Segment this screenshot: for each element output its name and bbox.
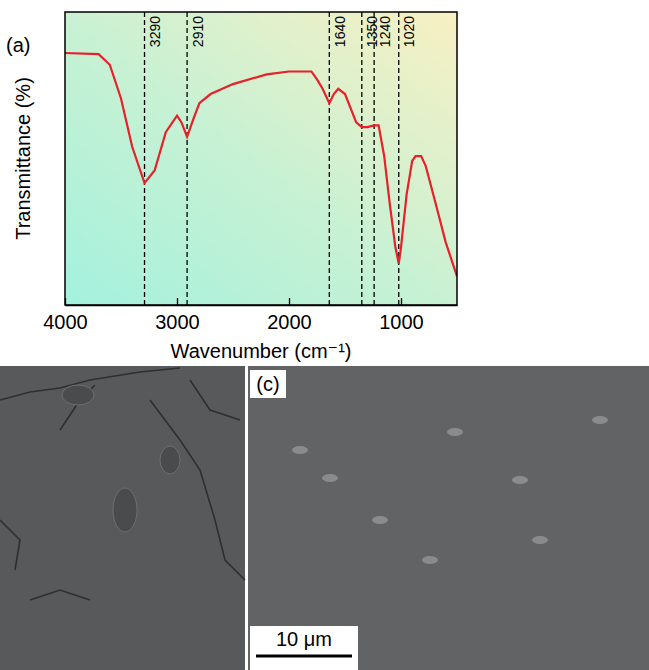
peak-label: 2910 [190,16,206,47]
sem-image [0,366,245,670]
x-tick-label: 4000 [43,311,88,333]
x-tick-label: 2000 [267,311,312,333]
sem-texture [190,380,240,420]
panel-label: (c) [256,373,279,395]
x-tick-label: 1000 [379,311,424,333]
peak-label: 1640 [332,16,348,47]
peak-label: 3290 [147,16,163,47]
reference-line [186,12,187,305]
reference-line [329,12,330,305]
sem-texture [62,385,94,405]
sem-texture [372,516,388,524]
x-tick: 1000 [379,298,424,333]
sem-texture [422,556,438,564]
x-axis-line [66,305,458,307]
sem-texture [322,474,338,482]
sem-texture [160,446,180,474]
sem-texture [113,488,137,532]
scale-bar-box [250,626,358,670]
plot-background [65,12,457,305]
x-tick-mark [401,298,402,305]
x-tick: 2000 [267,298,312,333]
scale-bar [256,655,352,658]
peak-labels: 329029101640135012401020 [147,16,417,47]
spectrum-line [65,53,457,276]
sem-texture [60,385,95,430]
sem-texture [150,400,245,580]
sem-texture [592,416,608,424]
y-axis-title: Transmittance (%) [12,77,34,240]
scale-bar-label: 10 μm [276,628,332,650]
sem-image [248,366,649,670]
sem-texture [532,536,548,544]
reference-line [373,12,374,305]
plot-marks [65,12,457,305]
reference-line [361,12,362,305]
x-tick: 3000 [155,298,200,333]
sem-texture [512,476,528,484]
sem-texture [447,428,463,436]
peak-label: 1020 [401,16,417,47]
panel-label: (a) [6,34,30,56]
x-tick-mark [177,298,178,305]
label-box [250,370,286,398]
sem-texture [30,590,90,600]
x-axis: 4000 3000 2000 1000 [43,298,457,333]
peak-label: 1240 [377,16,393,47]
reference-line [144,12,145,305]
x-tick-mark [289,298,290,305]
micrographs: (c) 10 μm [0,366,649,670]
sem-texture [0,520,20,570]
x-axis-title: Wavenumber (cm⁻¹) [171,340,352,362]
x-tick: 4000 [43,298,88,333]
figure: 3290291016401350124010204000300020001000… [0,0,649,670]
plot-frame [65,12,457,305]
x-tick-mark [65,298,66,305]
sem-texture [292,446,308,454]
x-tick-label: 3000 [155,311,200,333]
